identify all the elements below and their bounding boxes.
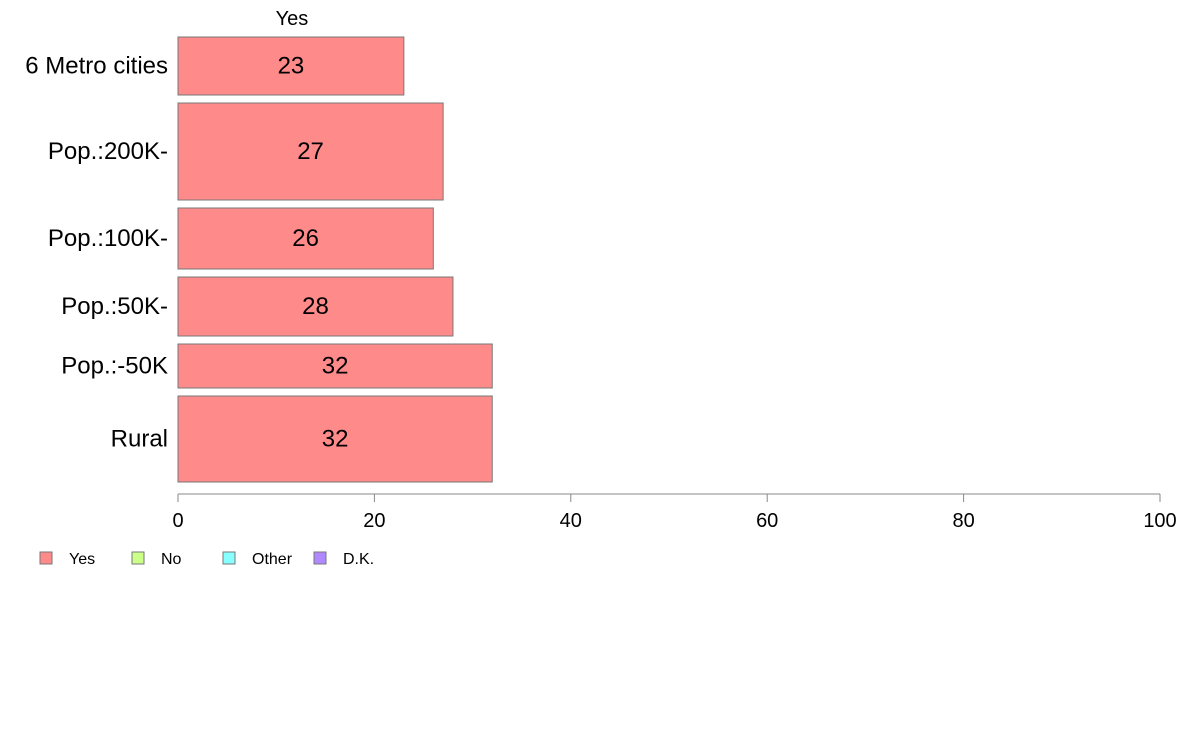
x-tick-label-1: 20: [363, 510, 385, 532]
category-label-4: Pop.:-50K: [61, 353, 168, 380]
category-label-5: Rural: [111, 426, 168, 453]
bar-3: [177, 276, 454, 337]
legend-swatch-0: [39, 551, 53, 565]
legend-label-3: D.K.: [343, 551, 374, 568]
bar-2: [177, 207, 434, 270]
x-tick-label-0: 0: [172, 510, 183, 532]
value-label-3: 28: [302, 293, 329, 320]
value-label-1: 27: [297, 138, 324, 165]
category-label-1: Pop.:200K-: [48, 138, 168, 165]
legend-swatch-1: [131, 551, 145, 565]
category-label-3: Pop.:50K-: [61, 293, 168, 320]
category-label-0: 6 Metro cities: [25, 53, 168, 80]
legend-swatch-2: [222, 551, 236, 565]
x-tick-label-3: 60: [756, 510, 778, 532]
bar-1: [177, 102, 444, 201]
series-header-yes: Yes: [276, 8, 309, 30]
value-label-0: 23: [278, 53, 305, 80]
bars-group: 6 Metro cities 23 Pop.:200K- 27 Pop.:100K- 26…: [25, 36, 493, 483]
value-label-4: 32: [322, 353, 349, 380]
x-axis: 0 20 40 60 80 100: [172, 493, 1177, 532]
value-label-5: 32: [322, 426, 349, 453]
legend-label-1: No: [161, 551, 182, 568]
value-label-2: 26: [292, 225, 319, 252]
category-label-2: Pop.:100K-: [48, 225, 168, 252]
bar-0: [177, 36, 405, 96]
bar-5: [177, 395, 493, 483]
legend-label-2: Other: [252, 551, 293, 568]
legend: Yes No Other D.K.: [39, 551, 374, 568]
x-tick-label-2: 40: [560, 510, 582, 532]
legend-label-0: Yes: [69, 551, 95, 568]
bar-4: [177, 343, 493, 389]
legend-swatch-3: [313, 551, 327, 565]
x-tick-label-4: 80: [952, 510, 974, 532]
x-tick-label-5: 100: [1143, 510, 1176, 532]
